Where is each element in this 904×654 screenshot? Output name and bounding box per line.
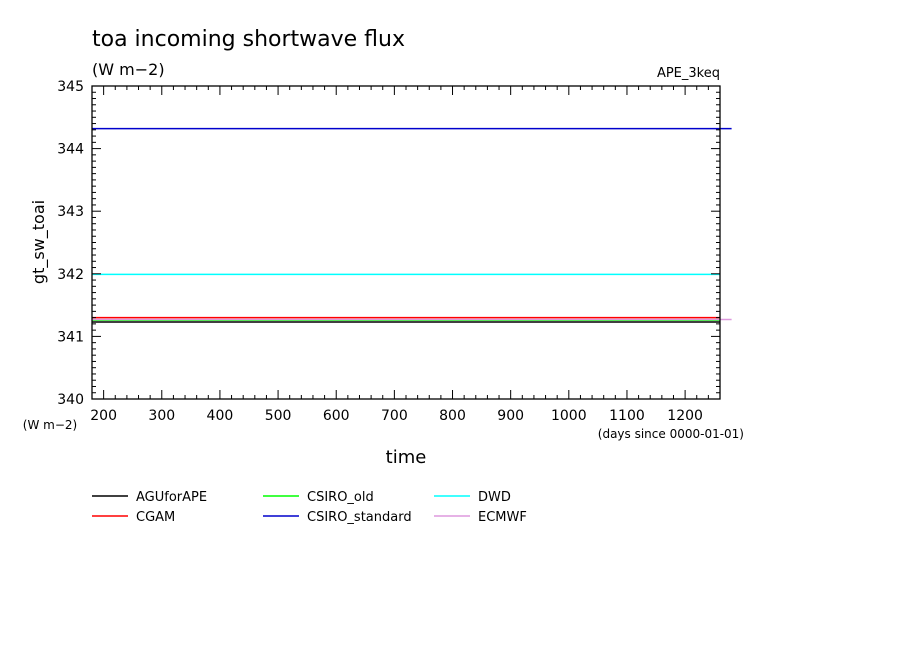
y-tick-label: 345 [57, 79, 84, 95]
experiment-label: APE_3keq [657, 66, 720, 81]
legend-label: CSIRO_standard [307, 510, 412, 525]
chart-subtitle: (W m−2) [92, 60, 165, 79]
legend-label: AGUforAPE [136, 490, 207, 505]
y-tick-label: 343 [57, 204, 84, 220]
x-tick-label: 400 [207, 408, 234, 424]
y-tick-label: 342 [57, 267, 84, 283]
chart-title: toa incoming shortwave flux [92, 27, 405, 52]
x-tick-label: 1200 [667, 408, 703, 424]
y-axis-units: (W m−2) [23, 418, 77, 432]
legend-label: CGAM [136, 510, 175, 525]
y-tick-label: 344 [57, 142, 84, 158]
x-tick-label: 900 [497, 408, 524, 424]
x-tick-label: 1000 [551, 408, 587, 424]
x-axis-label: time [386, 447, 427, 468]
y-tick-label: 340 [57, 392, 84, 408]
x-tick-label: 600 [323, 408, 350, 424]
x-tick-label: 500 [265, 408, 292, 424]
plot-frame [91, 85, 721, 400]
x-tick-label: 300 [148, 408, 175, 424]
x-tick-label: 700 [381, 408, 408, 424]
y-axis-label: gt_sw_toai [29, 200, 49, 284]
x-axis-units: (days since 0000-01-01) [598, 427, 744, 441]
ticks-layer: 340 341 342 343 344 345 200 300 400 500 600 700 800 9… [57, 79, 721, 424]
x-tick-label: 1100 [609, 408, 645, 424]
x-tick-label: 800 [439, 408, 466, 424]
y-tick-label: 341 [57, 329, 84, 345]
series-layer [92, 127, 732, 323]
legend-label: ECMWF [478, 510, 527, 525]
legend-label: CSIRO_old [307, 490, 374, 505]
legend-label: DWD [478, 490, 511, 505]
x-tick-label: 200 [90, 408, 117, 424]
legend: AGUforAPE CGAM CSIRO_old CSIRO_standard DWD E… [92, 490, 527, 525]
